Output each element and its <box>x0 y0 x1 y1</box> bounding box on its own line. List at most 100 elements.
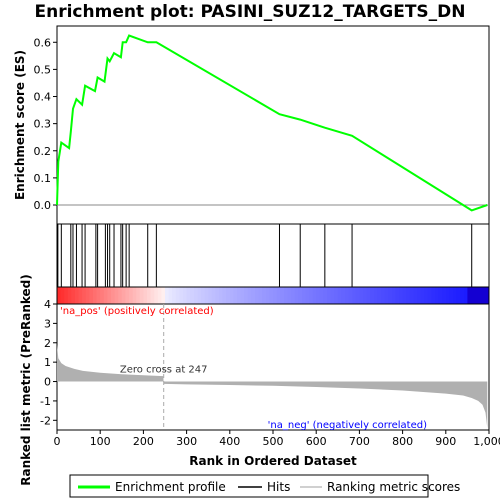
x-tick-label: 200 <box>133 435 154 448</box>
color-bar-segment <box>388 287 393 304</box>
color-bar-segment <box>136 287 141 304</box>
color-bar-segment <box>204 287 209 304</box>
color-bar-segment <box>219 287 224 304</box>
color-bar-segment <box>435 287 440 304</box>
color-bar-segment <box>355 287 360 304</box>
color-bar-segment <box>341 287 346 304</box>
legend-label-hits: Hits <box>267 480 290 494</box>
color-bar-segment <box>143 287 148 304</box>
x-tick-label: 100 <box>90 435 111 448</box>
color-bar-segment <box>82 287 87 304</box>
color-bar-segment <box>305 287 310 304</box>
color-bar-segment <box>226 287 231 304</box>
color-bar-segment <box>395 287 400 304</box>
color-bar-segment <box>190 287 195 304</box>
color-bar-segment <box>384 287 389 304</box>
color-bar-segment <box>179 287 184 304</box>
color-bar-segment <box>316 287 321 304</box>
color-bar-segment <box>89 287 94 304</box>
color-bar-segment <box>399 287 404 304</box>
metric-y-tick-label: 0 <box>44 376 51 389</box>
color-bar-segment <box>129 287 134 304</box>
color-bar-segment <box>301 287 306 304</box>
color-bar-segment <box>64 287 69 304</box>
es-y-tick-label: 0.4 <box>34 91 52 104</box>
color-bar-segment <box>150 287 155 304</box>
color-bar-segment <box>449 287 454 304</box>
color-bar-segment <box>463 287 468 304</box>
x-tick-label: 500 <box>263 435 284 448</box>
color-bar-segment <box>161 287 166 304</box>
x-tick-label: 800 <box>392 435 413 448</box>
color-bar-segment <box>215 287 220 304</box>
color-bar-segment <box>186 287 191 304</box>
color-bar-segment <box>197 287 202 304</box>
color-bar-segment <box>244 287 249 304</box>
color-bar-segment <box>319 287 324 304</box>
legend-label-metric: Ranking metric scores <box>327 480 460 494</box>
color-bar-segment <box>165 287 170 304</box>
color-bar-segment <box>406 287 411 304</box>
color-bar-segment <box>125 287 130 304</box>
color-bar-segment <box>71 287 76 304</box>
color-bar-segment <box>247 287 252 304</box>
x-tick-label: 900 <box>435 435 456 448</box>
metric-panel-frame <box>56 303 490 431</box>
color-bar-segment <box>208 287 213 304</box>
color-bar-segment <box>283 287 288 304</box>
ranking-metric-area <box>57 344 488 429</box>
es-y-tick-label: 0.3 <box>34 118 52 131</box>
color-bar-segment <box>114 287 119 304</box>
color-bar-segment <box>413 287 418 304</box>
color-bar-segment <box>258 287 263 304</box>
color-bar-segment <box>330 287 335 304</box>
color-bar-segment <box>172 287 177 304</box>
x-tick-label: 300 <box>176 435 197 448</box>
color-bar-segment <box>334 287 339 304</box>
color-bar-segment <box>474 287 479 304</box>
color-bar-segment <box>269 287 274 304</box>
color-bar-segment <box>183 287 188 304</box>
color-bar-segment <box>85 287 90 304</box>
color-bar-segment <box>323 287 328 304</box>
color-bar-segment <box>237 287 242 304</box>
color-bar-segment <box>240 287 245 304</box>
x-axis-label: Rank in Ordered Dataset <box>189 454 357 468</box>
es-y-ticks: 0.0 0.1 0.2 0.3 0.4 0.5 0.6 <box>34 36 57 212</box>
x-tick-label: 700 <box>349 435 370 448</box>
color-bar-segment <box>377 287 382 304</box>
color-bar-segment <box>381 287 386 304</box>
color-bar-segment <box>348 287 353 304</box>
color-bar-segment <box>409 287 414 304</box>
color-bar-segment <box>251 287 256 304</box>
color-bar-segment <box>211 287 216 304</box>
color-bar-segment <box>229 287 234 304</box>
color-bar-segment <box>168 287 173 304</box>
es-y-axis-label: Enrichment score (ES) <box>13 50 27 200</box>
color-bar-segment <box>427 287 432 304</box>
color-bar-segment <box>420 287 425 304</box>
color-bar-segment <box>460 287 465 304</box>
x-tick-label: 600 <box>306 435 327 448</box>
zero-cross-label: Zero cross at 247 <box>120 365 208 376</box>
enrichment-profile-line <box>56 34 488 212</box>
metric-y-tick-label: -1 <box>40 395 51 408</box>
color-bar-segment <box>78 287 83 304</box>
metric-y-axis-label: Ranked list metric (PreRanked) <box>19 274 33 486</box>
color-bar-segment <box>222 287 227 304</box>
legend-label-enrichment: Enrichment profile <box>115 480 226 494</box>
color-bar-segment <box>201 287 206 304</box>
color-bar-segment <box>57 287 62 304</box>
negative-correlation-label: 'na_neg' (negatively correlated) <box>268 420 427 431</box>
metric-y-ticks: -2 -1 0 1 2 3 4 <box>40 298 57 427</box>
color-bar-segment <box>337 287 342 304</box>
color-bar-segment <box>280 287 285 304</box>
rank-color-bar <box>57 287 490 304</box>
es-y-tick-label: 0.1 <box>34 172 52 185</box>
color-bar-segment <box>309 287 314 304</box>
metric-y-tick-label: 1 <box>44 356 51 369</box>
color-bar-segment <box>67 287 72 304</box>
color-bar-segment <box>175 287 180 304</box>
hits-panel-frame <box>56 223 490 288</box>
